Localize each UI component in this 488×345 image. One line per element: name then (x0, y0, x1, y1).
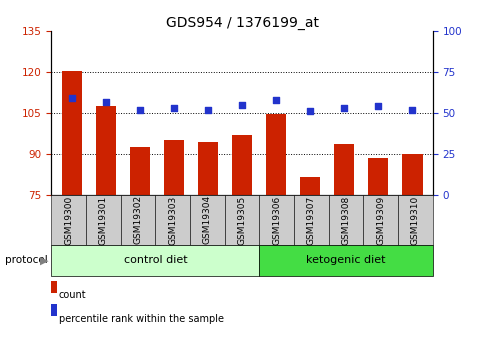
Bar (299, 177, 320, 345)
Point (305, 109, 313, 114)
Text: GSM19303: GSM19303 (168, 195, 177, 245)
Point (68, 96, 76, 101)
Point (238, 102, 245, 108)
Bar (401, 154, 422, 345)
Text: GSM19304: GSM19304 (203, 195, 211, 245)
Text: GSM19300: GSM19300 (64, 195, 73, 245)
Bar (61, 71, 82, 345)
Text: ▶: ▶ (40, 256, 48, 265)
Point (170, 105, 178, 111)
Point (136, 107, 143, 112)
Bar (367, 158, 387, 345)
Point (374, 104, 382, 109)
Bar (163, 140, 184, 345)
Text: GSM19310: GSM19310 (410, 195, 419, 245)
Text: GSM19309: GSM19309 (375, 195, 385, 245)
Point (102, 99, 109, 104)
Text: ketogenic diet: ketogenic diet (305, 256, 385, 265)
Text: GSM19306: GSM19306 (272, 195, 281, 245)
Bar (265, 114, 286, 345)
Text: protocol: protocol (5, 256, 47, 265)
Text: GSM19301: GSM19301 (99, 195, 108, 245)
Bar (231, 135, 252, 345)
Point (340, 105, 347, 111)
Text: GSM19305: GSM19305 (237, 195, 246, 245)
Bar (96, 106, 116, 345)
Text: GSM19308: GSM19308 (341, 195, 350, 245)
Point (407, 107, 415, 112)
Title: GDS954 / 1376199_at: GDS954 / 1376199_at (165, 16, 318, 30)
Text: GSM19307: GSM19307 (306, 195, 315, 245)
Text: count: count (59, 290, 86, 300)
Bar (333, 145, 354, 345)
Text: GSM19302: GSM19302 (133, 195, 142, 245)
Text: control diet: control diet (123, 256, 187, 265)
Text: percentile rank within the sample: percentile rank within the sample (59, 314, 223, 324)
Point (203, 107, 211, 112)
Bar (197, 142, 218, 345)
Bar (129, 147, 150, 345)
Point (272, 97, 280, 103)
